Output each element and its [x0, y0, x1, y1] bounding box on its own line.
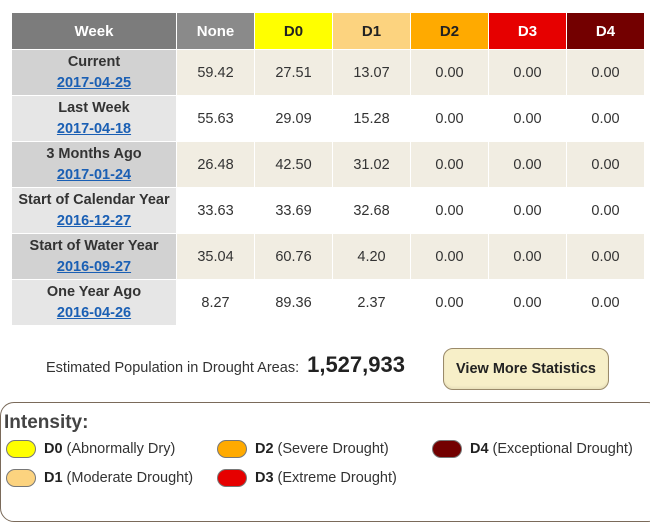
week-date-link[interactable]: 2016-04-26 [56, 304, 132, 321]
none-cell: 26.48 [176, 141, 255, 188]
legend-desc: (Moderate Drought) [66, 470, 194, 486]
d2-cell: 0.00 [410, 141, 489, 188]
d2-cell: 0.00 [410, 49, 489, 96]
week-label: One Year Ago [46, 283, 142, 300]
d4-cell: 0.00 [566, 187, 645, 234]
population-label: Estimated Population in Drought Areas: [46, 360, 300, 376]
d4-cell: 0.00 [566, 49, 645, 96]
d0-cell: 89.36 [254, 279, 333, 326]
table-row: 3 Months Ago 2017-01-24 26.48 42.50 31.0… [11, 141, 645, 188]
intensity-legend [0, 402, 650, 522]
week-cell: Current 2017-04-25 [11, 49, 177, 96]
legend-item-d1: D1 (Moderate Drought) [6, 469, 193, 487]
legend-item-d0: D0 (Abnormally Dry) [6, 440, 175, 458]
legend-item-d2: D2 (Severe Drought) [217, 440, 389, 458]
d3-cell: 0.00 [488, 233, 567, 280]
d2-cell: 0.00 [410, 187, 489, 234]
d0-cell: 42.50 [254, 141, 333, 188]
d1-cell: 15.28 [332, 95, 411, 142]
d1-cell: 4.20 [332, 233, 411, 280]
week-date-link[interactable]: 2017-04-18 [56, 120, 132, 137]
d3-cell: 0.00 [488, 49, 567, 96]
population-summary: Estimated Population in Drought Areas: 1… [46, 352, 405, 378]
none-cell: 8.27 [176, 279, 255, 326]
week-cell: Last Week 2017-04-18 [11, 95, 177, 142]
legend-code: D4 [470, 441, 489, 457]
d0-cell: 27.51 [254, 49, 333, 96]
header-d3: D3 [488, 12, 567, 50]
d0-cell: 60.76 [254, 233, 333, 280]
d2-swatch [217, 440, 247, 458]
d4-cell: 0.00 [566, 141, 645, 188]
week-label: Last Week [58, 99, 130, 116]
legend-code: D1 [44, 470, 63, 486]
week-cell: 3 Months Ago 2017-01-24 [11, 141, 177, 188]
d1-swatch [6, 469, 36, 487]
d3-cell: 0.00 [488, 141, 567, 188]
legend-item-d4: D4 (Exceptional Drought) [432, 440, 633, 458]
table-row: One Year Ago 2016-04-26 8.27 89.36 2.37 … [11, 279, 645, 326]
header-d4: D4 [566, 12, 645, 50]
d0-cell: 33.69 [254, 187, 333, 234]
week-label: Start of Water Year [29, 237, 159, 254]
legend-code: D2 [255, 441, 274, 457]
legend-item-d3: D3 (Extreme Drought) [217, 469, 397, 487]
d0-swatch [6, 440, 36, 458]
view-more-statistics-button[interactable]: View More Statistics [443, 348, 609, 390]
legend-desc: (Abnormally Dry) [66, 441, 176, 457]
week-cell: One Year Ago 2016-04-26 [11, 279, 177, 326]
week-label: 3 Months Ago [46, 145, 142, 162]
week-date-link[interactable]: 2016-12-27 [56, 212, 132, 229]
table-row: Start of Water Year 2016-09-27 35.04 60.… [11, 233, 645, 280]
week-cell: Start of Calendar Year 2016-12-27 [11, 187, 177, 234]
none-cell: 55.63 [176, 95, 255, 142]
table-row: Current 2017-04-25 59.42 27.51 13.07 0.0… [11, 49, 645, 96]
d4-cell: 0.00 [566, 233, 645, 280]
table-header-row: Week None D0 D1 D2 D3 D4 [11, 12, 645, 50]
d1-cell: 31.02 [332, 141, 411, 188]
population-value: 1,527,933 [307, 352, 405, 377]
d0-cell: 29.09 [254, 95, 333, 142]
week-label: Start of Calendar Year [18, 191, 170, 208]
none-cell: 35.04 [176, 233, 255, 280]
week-date-link[interactable]: 2017-01-24 [56, 166, 132, 183]
legend-code: D0 [44, 441, 63, 457]
header-d0: D0 [254, 12, 333, 50]
d2-cell: 0.00 [410, 95, 489, 142]
week-date-link[interactable]: 2016-09-27 [56, 258, 132, 275]
d1-cell: 2.37 [332, 279, 411, 326]
table-row: Start of Calendar Year 2016-12-27 33.63 … [11, 187, 645, 234]
d4-swatch [432, 440, 462, 458]
none-cell: 59.42 [176, 49, 255, 96]
legend-code: D3 [255, 470, 274, 486]
week-date-link[interactable]: 2017-04-25 [56, 74, 132, 91]
d1-cell: 32.68 [332, 187, 411, 234]
d2-cell: 0.00 [410, 233, 489, 280]
none-cell: 33.63 [176, 187, 255, 234]
table-row: Last Week 2017-04-18 55.63 29.09 15.28 0… [11, 95, 645, 142]
d2-cell: 0.00 [410, 279, 489, 326]
legend-desc: (Severe Drought) [277, 441, 389, 457]
legend-title: Intensity: [4, 412, 89, 433]
header-week: Week [11, 12, 177, 50]
d1-cell: 13.07 [332, 49, 411, 96]
header-none: None [176, 12, 255, 50]
d3-swatch [217, 469, 247, 487]
drought-statistics-table: Week None D0 D1 D2 D3 D4 Current 2017-04… [11, 12, 645, 326]
header-d1: D1 [332, 12, 411, 50]
d4-cell: 0.00 [566, 279, 645, 326]
d4-cell: 0.00 [566, 95, 645, 142]
d3-cell: 0.00 [488, 279, 567, 326]
week-label: Current [67, 53, 121, 70]
legend-desc: (Exceptional Drought) [492, 441, 633, 457]
header-d2: D2 [410, 12, 489, 50]
week-cell: Start of Water Year 2016-09-27 [11, 233, 177, 280]
d3-cell: 0.00 [488, 187, 567, 234]
legend-desc: (Extreme Drought) [277, 470, 397, 486]
d3-cell: 0.00 [488, 95, 567, 142]
